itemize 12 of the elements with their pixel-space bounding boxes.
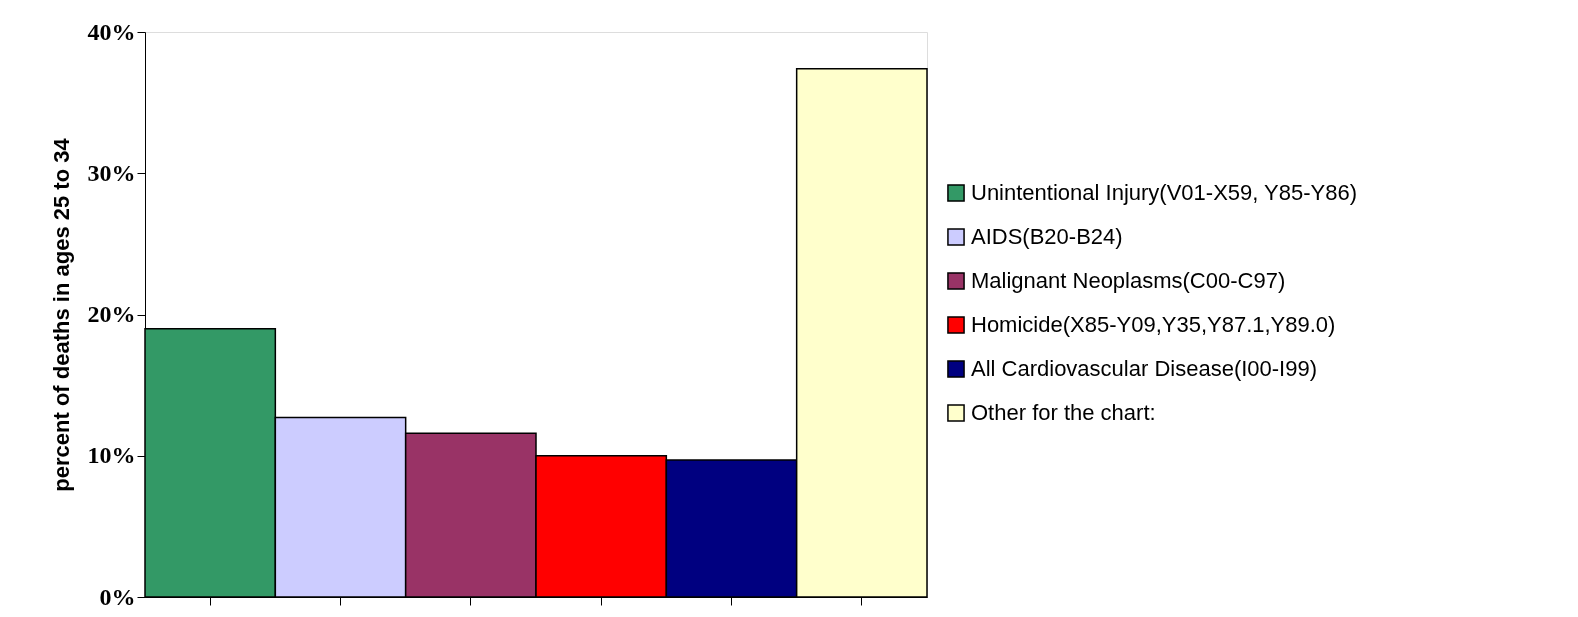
legend-label: AIDS(B20-B24): [971, 224, 1123, 249]
legend-label: Other for the chart:: [971, 400, 1156, 425]
y-tick-label: 30%: [87, 159, 136, 186]
y-axis-title: percent of deaths in ages 25 to 34: [48, 137, 74, 492]
y-tick-label: 0%: [99, 583, 136, 610]
y-tick-label: 20%: [87, 301, 136, 327]
legend-label: Homicide(X85-Y09,Y35,Y87.1,Y89.0): [971, 312, 1336, 337]
legend-label: All Cardiovascular Disease(I00-I99): [971, 356, 1318, 381]
legend-label: Malignant Neoplasms(C00-C97): [971, 268, 1286, 293]
y-tick-label: 10%: [87, 442, 136, 469]
legend-label: Unintentional Injury(V01-X59, Y85-Y86): [971, 180, 1358, 205]
y-tick-label: 40%: [87, 18, 136, 45]
